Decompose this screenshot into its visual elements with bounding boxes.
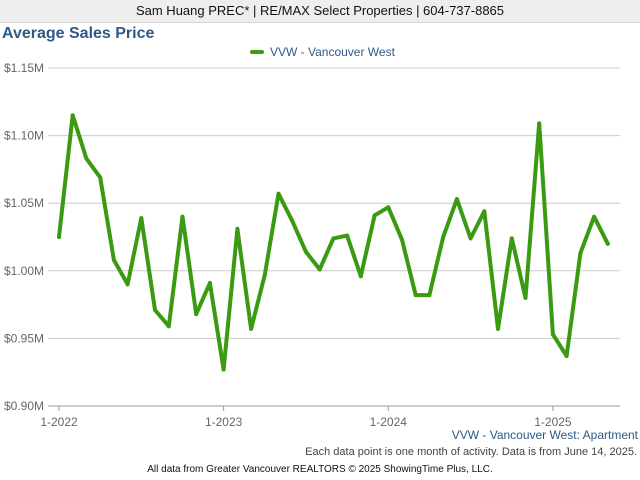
data-point <box>331 236 336 241</box>
footer-credit: All data from Greater Vancouver REALTORS… <box>147 464 493 475</box>
data-point <box>221 367 226 372</box>
data-point <box>111 257 116 262</box>
y-tick-label: $1.15M <box>4 61 44 75</box>
data-point <box>482 209 487 214</box>
y-tick-label: $0.90M <box>4 399 44 413</box>
series-line <box>57 113 610 372</box>
y-tick-label: $1.05M <box>4 196 44 210</box>
data-point <box>98 175 103 180</box>
data-point <box>166 324 171 329</box>
data-point <box>578 251 583 256</box>
data-point <box>125 282 130 287</box>
legend-label: VVW - Vancouver West <box>270 45 395 59</box>
data-point <box>139 216 144 221</box>
data-point <box>345 233 350 238</box>
chart-title: Average Sales Price <box>2 25 155 42</box>
data-point <box>537 121 542 126</box>
data-point <box>496 326 501 331</box>
data-point <box>386 205 391 210</box>
data-point <box>194 312 199 317</box>
legend: VVW - Vancouver West <box>250 45 395 59</box>
data-point <box>303 249 308 254</box>
data-point <box>592 214 597 219</box>
data-point <box>57 235 61 239</box>
data-point <box>262 272 267 277</box>
x-tick-label: 1-2023 <box>205 415 243 429</box>
data-point <box>523 295 528 300</box>
data-point <box>509 236 514 241</box>
legend-swatch <box>250 50 264 54</box>
data-point <box>180 214 185 219</box>
y-tick-label: $1.00M <box>4 264 44 278</box>
agent-header: Sam Huang PREC* | RE/MAX Select Properti… <box>0 0 640 23</box>
series-caption: VVW - Vancouver West: Apartment <box>451 428 638 442</box>
data-point <box>413 293 418 298</box>
data-point <box>400 237 404 242</box>
x-tick-label: 1-2022 <box>40 415 78 429</box>
data-point <box>84 156 89 161</box>
y-tick-label: $0.95M <box>4 331 44 345</box>
data-point <box>441 235 446 239</box>
data-point <box>290 218 295 223</box>
x-tick-label: 1-2024 <box>370 415 408 429</box>
data-point <box>550 332 555 337</box>
data-note: Each data point is one month of activity… <box>305 446 637 458</box>
data-point <box>427 293 432 298</box>
data-point <box>235 226 240 231</box>
x-tick-label: 1-2025 <box>534 415 572 429</box>
data-point <box>249 326 254 331</box>
data-point <box>454 197 459 202</box>
data-point <box>564 353 569 358</box>
data-point <box>317 267 322 272</box>
data-point <box>358 274 363 279</box>
data-point <box>276 191 281 196</box>
data-point <box>468 236 473 241</box>
data-point <box>70 113 75 118</box>
data-point <box>153 308 158 313</box>
data-point <box>605 241 610 246</box>
data-point <box>207 280 212 285</box>
data-point <box>372 213 377 218</box>
y-tick-label: $1.10M <box>4 129 44 143</box>
